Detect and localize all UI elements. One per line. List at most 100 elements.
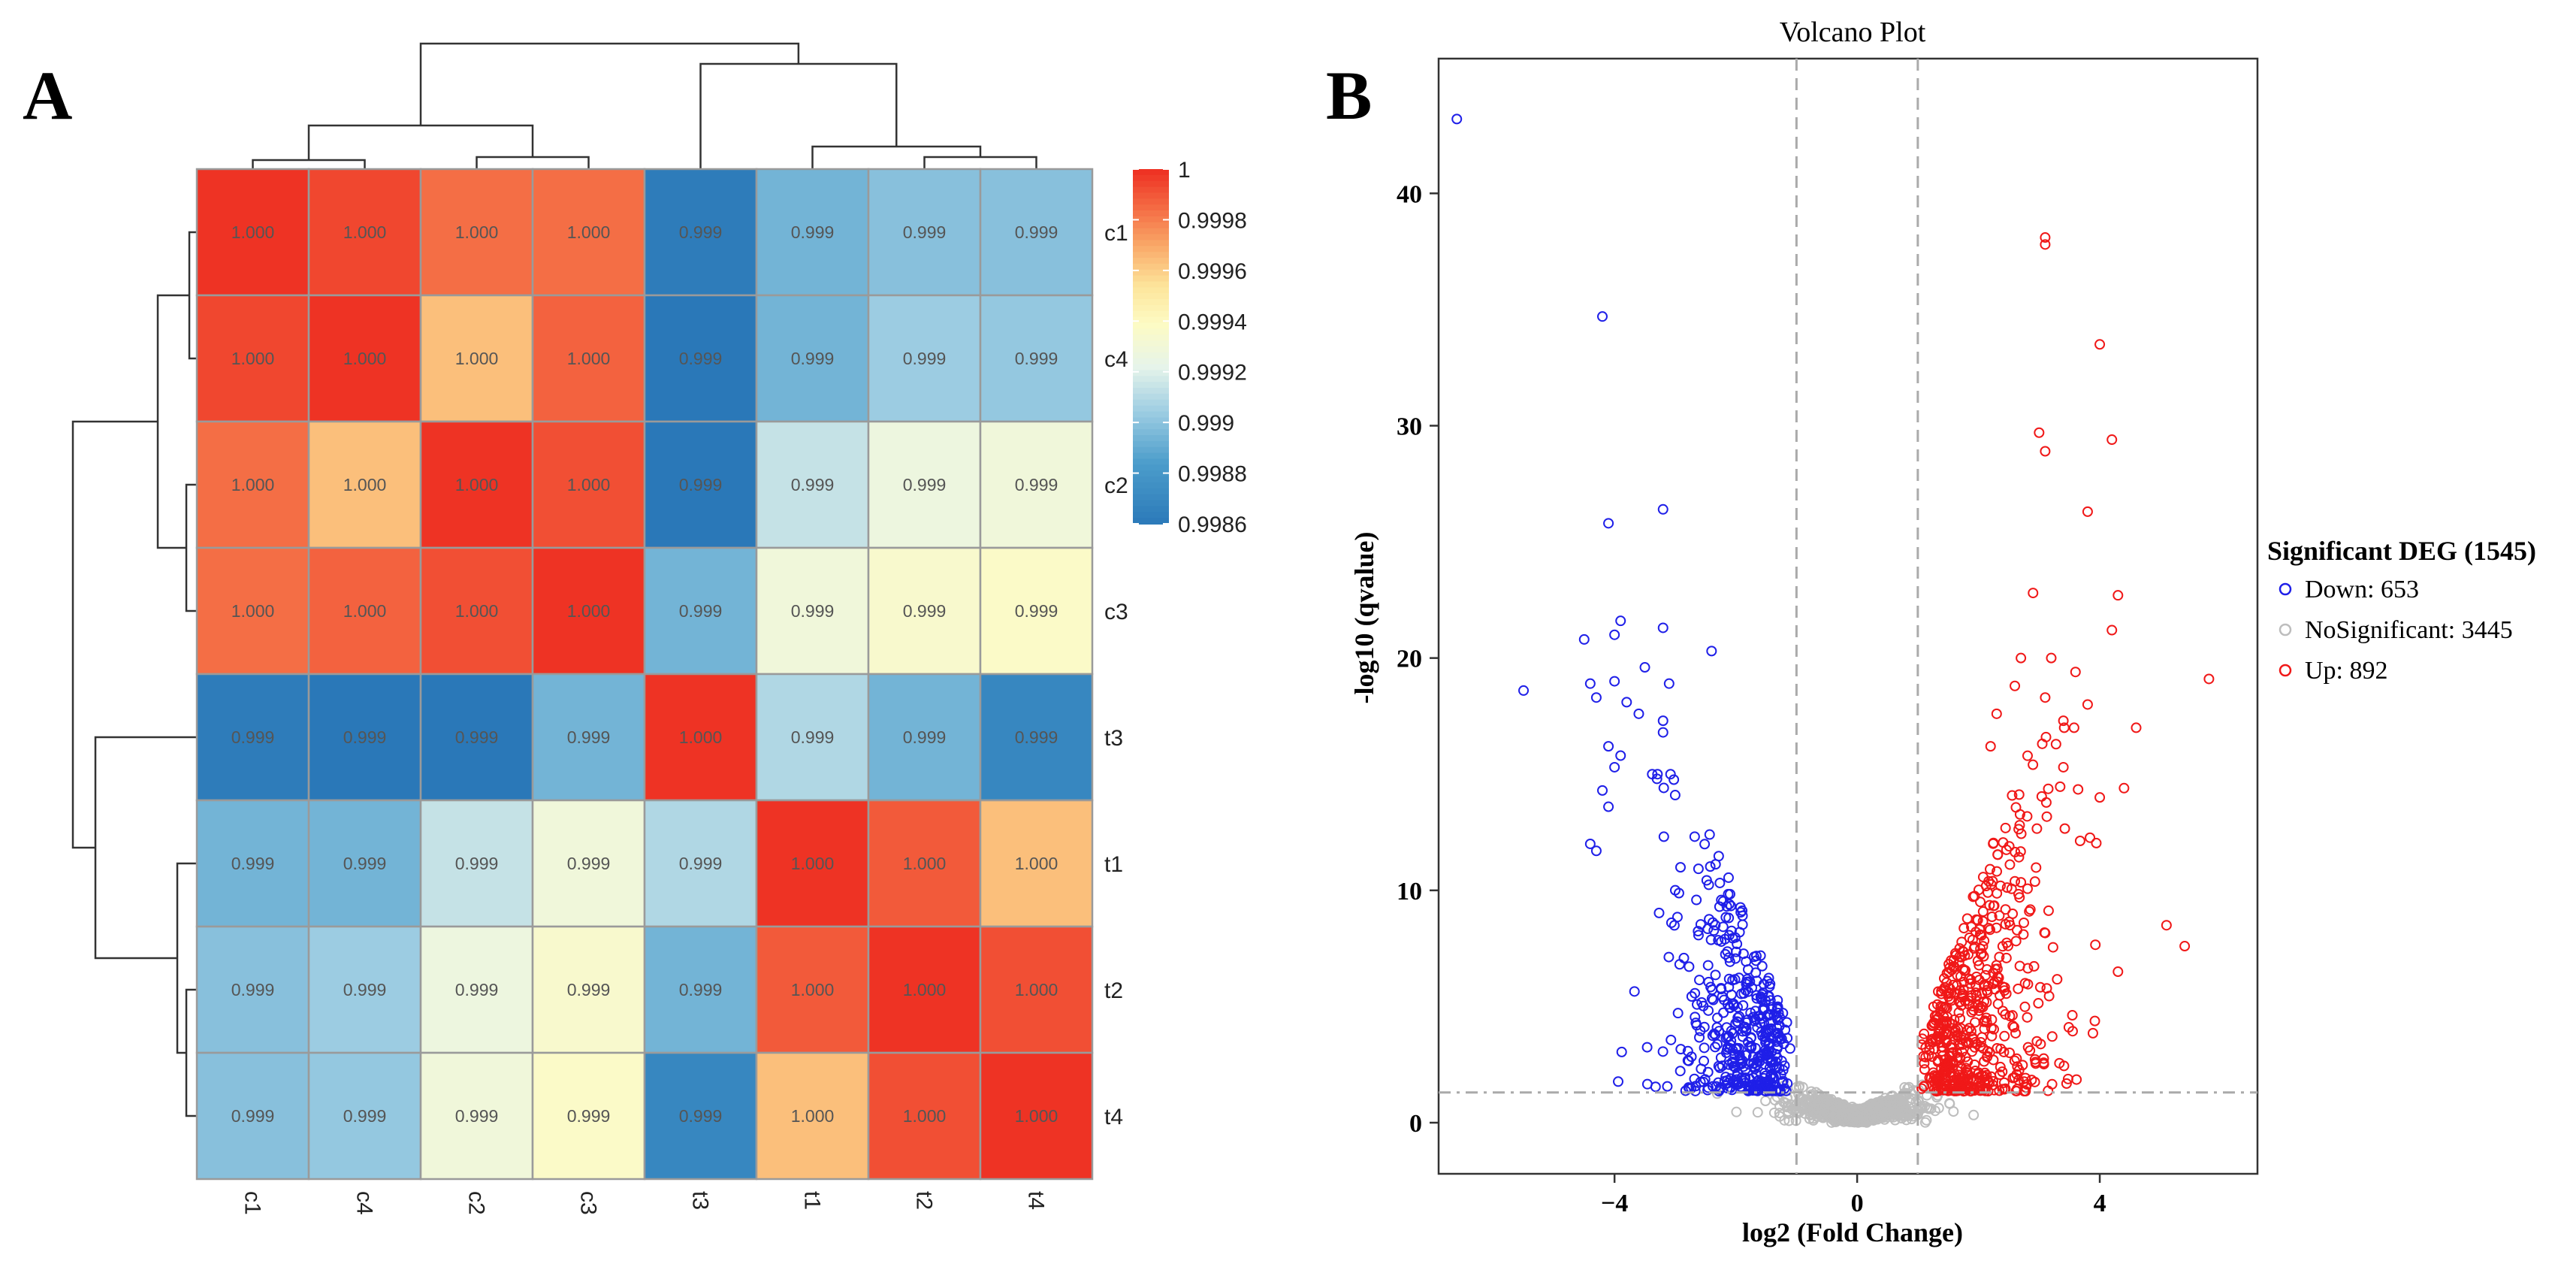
legend-color-segment — [1133, 440, 1169, 448]
up-point — [2031, 1036, 2043, 1047]
legend-color-segment — [1133, 399, 1169, 407]
heatmap-cell — [195, 168, 310, 297]
legend-color-segment — [1133, 228, 1169, 235]
legend-color-segment — [1133, 458, 1169, 466]
up-point — [2010, 1027, 2022, 1039]
up-point — [1959, 1075, 1971, 1086]
down-point — [1689, 1073, 1700, 1084]
down-point — [1584, 678, 1596, 689]
up-point — [2019, 917, 2030, 928]
heatmap-cell-label: 1.000 — [231, 349, 275, 368]
down-point — [1728, 999, 1739, 1010]
up-point — [1986, 911, 1998, 922]
legend-color-segment — [1133, 405, 1169, 413]
up-point — [2028, 759, 2039, 770]
nosignificant-point — [1922, 1102, 1933, 1114]
up-point — [2112, 966, 2124, 978]
heatmap-cell — [419, 546, 534, 676]
down-point — [1704, 829, 1715, 840]
heatmap-cell-label: 0.999 — [903, 601, 947, 621]
legend-marker — [2279, 582, 2292, 596]
up-point — [2043, 905, 2054, 916]
heatmap-cell — [755, 420, 870, 549]
x-tick-label: −4 — [1601, 1190, 1628, 1217]
up-point — [1999, 1030, 2010, 1042]
down-point — [1675, 1044, 1687, 1055]
heatmap-cell-label: 1.000 — [1015, 854, 1058, 873]
heatmap-cell-label: 0.999 — [679, 349, 723, 368]
up-point — [1985, 741, 1996, 752]
up-point — [1960, 1036, 1971, 1048]
nosignificant-point — [1898, 1090, 1909, 1101]
up-point — [1992, 866, 2003, 877]
legend-color-segment — [1133, 512, 1169, 519]
down-point — [1748, 1057, 1759, 1069]
down-point — [1669, 790, 1681, 801]
down-point — [1682, 1045, 1693, 1057]
legend-color-segment — [1133, 240, 1169, 247]
up-point — [2030, 1057, 2041, 1068]
up-point — [1994, 1085, 2005, 1096]
legend-tick-label: 0.9986 — [1178, 513, 1247, 537]
down-point — [1710, 859, 1721, 870]
up-point — [2052, 974, 2063, 985]
heatmap-cell — [867, 294, 982, 423]
nosignificant-point — [1752, 1107, 1763, 1118]
dendrogram-branch — [188, 231, 197, 360]
up-point — [2011, 1069, 2022, 1080]
heatmap-cell-label: 0.999 — [903, 222, 947, 242]
up-point — [1989, 1084, 2000, 1096]
threshold-lines — [1439, 59, 2257, 1174]
up-point — [1988, 838, 1999, 849]
nosignificant-point — [1799, 1108, 1810, 1119]
volcano-y-axis-label: -log10 (qvalue) — [1349, 532, 1379, 704]
down-point — [1597, 785, 1608, 796]
up-point — [1936, 988, 1947, 999]
up-point — [2033, 998, 2044, 1009]
down-point — [1651, 773, 1662, 785]
heatmap-cell — [643, 1051, 758, 1181]
legend-color-segment — [1133, 423, 1169, 431]
up-point — [1973, 1084, 1984, 1096]
heatmap-cell-label: 0.999 — [903, 349, 947, 368]
nosignificant-point — [1868, 1111, 1879, 1122]
down-point — [1731, 1078, 1742, 1089]
down-point — [1705, 934, 1717, 945]
legend-color-segment — [1133, 476, 1169, 483]
down-point — [1694, 975, 1705, 986]
down-point — [1708, 1028, 1720, 1039]
down-point — [1639, 662, 1650, 673]
down-point — [1741, 956, 1752, 967]
up-point — [2046, 1078, 2058, 1090]
up-point — [1962, 1056, 1974, 1067]
up-point — [2012, 924, 2023, 936]
up-point — [1946, 1048, 1957, 1059]
legend-color-segment — [1133, 352, 1169, 359]
up-point — [1966, 992, 1977, 1003]
nosignificant-point — [1774, 1108, 1785, 1119]
down-point — [1609, 629, 1620, 640]
up-point — [1931, 1086, 1942, 1097]
up-point — [1941, 1002, 1952, 1014]
heatmap-cell-label: 0.999 — [455, 980, 499, 999]
down-point — [1716, 894, 1727, 906]
legend-color-segment — [1133, 346, 1169, 353]
nosignificant-point — [1835, 1100, 1847, 1111]
y-tick-label: 10 — [1397, 878, 1422, 906]
down-point — [1750, 951, 1762, 962]
down-point — [1777, 1008, 1789, 1019]
x-tick-label: 0 — [1851, 1190, 1864, 1217]
heatmap-cell-label: 0.999 — [567, 854, 611, 873]
down-point — [1717, 921, 1729, 933]
down-point — [1695, 1025, 1706, 1036]
legend-color-segment — [1133, 299, 1169, 306]
up-point — [2028, 960, 2040, 972]
up-point — [1986, 1030, 1998, 1042]
heatmap-cell-label: 0.999 — [343, 1106, 387, 1126]
heatmap-cell-label: 1.000 — [343, 475, 387, 494]
down-point — [1653, 907, 1665, 918]
down-point — [1759, 1037, 1771, 1048]
up-point — [2058, 715, 2069, 727]
up-point — [1998, 1077, 2010, 1088]
up-point — [1928, 1017, 1939, 1029]
